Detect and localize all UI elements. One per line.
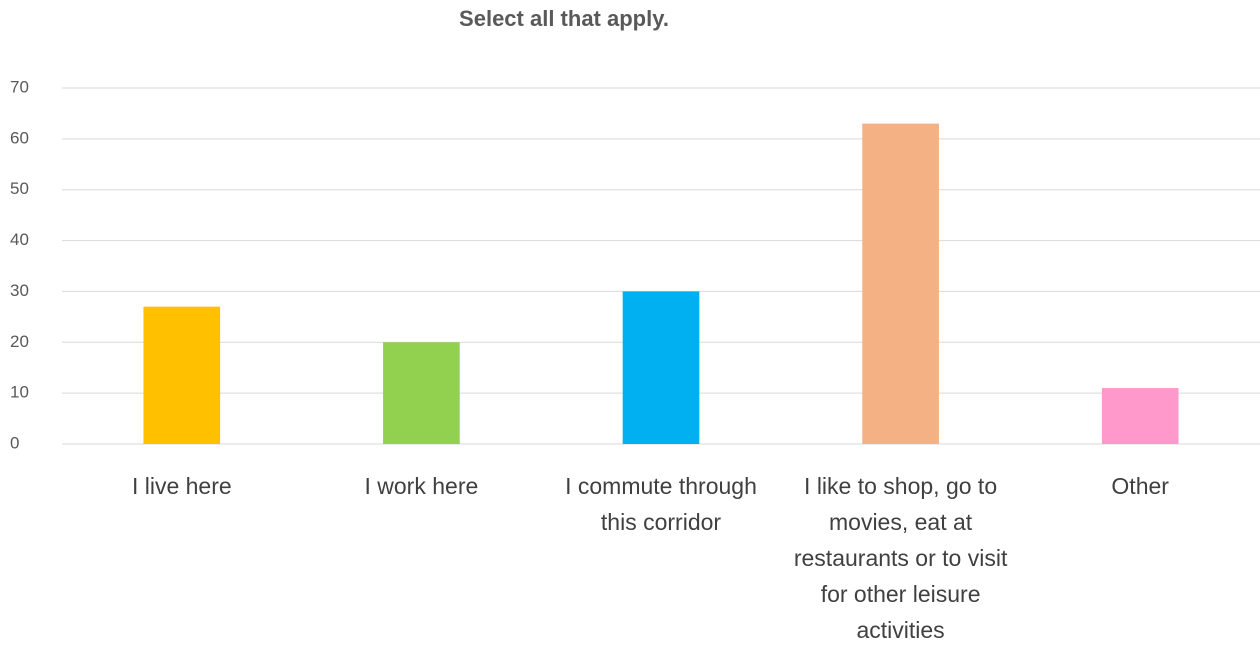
y-tick-label: 0 [10,433,19,452]
x-tick-label: I commute through this corridor [565,473,757,535]
x-tick-label: I live here [131,473,232,499]
y-tick-label: 50 [10,179,29,198]
x-tick-label: I work here [364,473,479,499]
y-tick-label: 20 [10,332,29,351]
y-tick-label: 10 [10,383,29,402]
y-tick-label: 40 [10,230,29,249]
x-tick-label: I like to shop, go to movies, eat at res… [793,473,1008,643]
bar [622,291,700,444]
bar [862,123,939,444]
y-tick-label: 70 [10,77,29,96]
bar [1101,388,1179,444]
x-tick-label: Other [1111,473,1169,499]
chart-title: Select all that apply. [459,6,669,31]
bar [383,342,460,444]
y-tick-label: 30 [10,281,29,300]
bar [143,306,221,444]
y-tick-label: 60 [10,128,29,147]
